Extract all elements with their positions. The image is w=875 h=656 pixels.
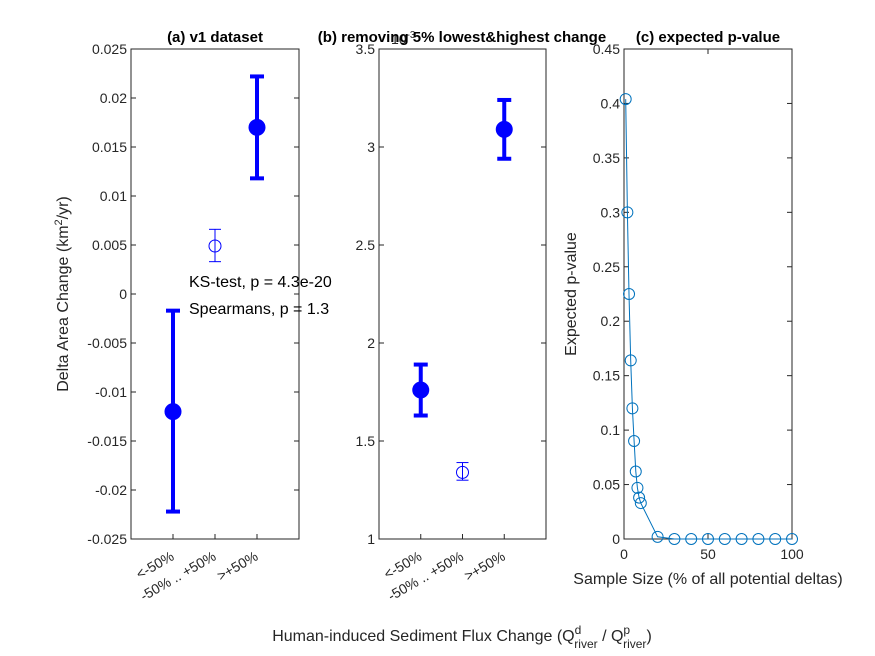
y-tick-label: 0.005	[92, 237, 127, 253]
y-tick-label: 0	[612, 531, 620, 547]
y-tick-label: -0.025	[87, 531, 127, 547]
x-tick-label: >+50%	[214, 548, 260, 584]
y-tick-label: -0.005	[87, 335, 127, 351]
panel-c: 0 0.05 0.1 0.15 0.2 0.25 0.3 0.35 0.4 0.45 0 50 100…	[563, 41, 843, 588]
shared-xlabel: Human-induced Sediment Flux Change (Qd ri…	[272, 623, 652, 651]
data-point-open	[456, 465, 469, 479]
y-tick-label: 0.01	[100, 188, 127, 204]
panel-c-axes-box	[623, 48, 793, 540]
y-tick-label: 3	[367, 139, 375, 155]
series-point	[628, 435, 641, 447]
x-tick-label: 100	[780, 546, 804, 562]
series-point	[685, 533, 698, 545]
series-point	[619, 93, 632, 106]
series-point	[651, 530, 664, 543]
series-point	[634, 497, 647, 510]
series-point	[735, 533, 748, 545]
y-tick-label: 0.3	[601, 204, 621, 220]
y-tick-label: 0.02	[100, 90, 127, 106]
y-tick-label: 1	[367, 531, 375, 547]
series-point	[668, 533, 681, 545]
y-tick-label: 0.15	[593, 368, 620, 384]
panel-c-ylabel: Expected p-value	[563, 232, 580, 356]
data-point-filled	[164, 403, 182, 421]
x-tick-label: >+50%	[461, 548, 507, 584]
y-tick-label: 2.5	[356, 237, 376, 253]
x-tick-label: 50	[700, 546, 716, 562]
series-point	[702, 533, 714, 545]
series-point	[718, 533, 731, 545]
panel-c-xlabel: Sample Size (% of all potential deltas)	[573, 571, 842, 588]
data-point-filled	[248, 118, 266, 136]
panel-a: -0.025 -0.02 -0.015 -0.01 -0.005 0 0.005 0.01 0.…	[53, 41, 332, 604]
y-tick-label: 0.015	[92, 139, 127, 155]
y-tick-label: 0.2	[601, 313, 621, 329]
series-point	[631, 481, 644, 494]
series-point	[629, 465, 642, 478]
panel-b-exponent-label: 10-3	[391, 30, 416, 47]
panel-a-title: (a) v1 dataset	[167, 29, 263, 46]
series-point	[623, 288, 636, 300]
x-tick-label: 0	[620, 546, 628, 562]
y-tick-label: 0	[119, 286, 127, 302]
ks-test-annotation: KS-test, p = 4.3e-20	[189, 274, 332, 291]
y-tick-label: 0.25	[593, 259, 620, 275]
series-point	[769, 533, 782, 545]
panel-c-title: (c) expected p-value	[636, 29, 780, 46]
panel-b-title: (b) removing 5% lowest&highest change	[318, 29, 606, 46]
data-point-filled	[412, 381, 430, 399]
series-point	[786, 533, 798, 545]
y-tick-label: 0.025	[92, 41, 127, 57]
y-tick-label: -0.015	[87, 433, 127, 449]
panel-a-axes-box	[130, 48, 300, 540]
series-point	[633, 491, 646, 504]
y-tick-label: 0.1	[601, 422, 621, 438]
series-point	[752, 533, 765, 545]
data-point-open	[208, 239, 222, 253]
series-point	[621, 206, 634, 219]
y-tick-label: 1.5	[356, 433, 376, 449]
y-tick-label: 3.5	[356, 41, 376, 57]
panel-a-ylabel: Delta Area Change (km2/yr)	[53, 196, 72, 392]
y-tick-label: 0.35	[593, 150, 620, 166]
series-point	[626, 402, 639, 415]
y-tick-label: 0.45	[593, 41, 620, 57]
data-point-filled	[495, 120, 513, 138]
y-tick-label: 0.05	[593, 477, 620, 493]
y-tick-label: -0.02	[95, 482, 127, 498]
spearman-annotation: Spearmans, p = 1.3	[189, 301, 329, 318]
y-tick-label: 0.4	[601, 95, 621, 111]
panel-b: 11.522.533.5 <-50%-50% .. +50%>+50% 10-3	[356, 30, 547, 604]
series-point	[624, 354, 637, 367]
y-tick-label: 2	[367, 335, 375, 351]
series-line	[625, 99, 792, 540]
y-tick-label: -0.01	[95, 384, 127, 400]
